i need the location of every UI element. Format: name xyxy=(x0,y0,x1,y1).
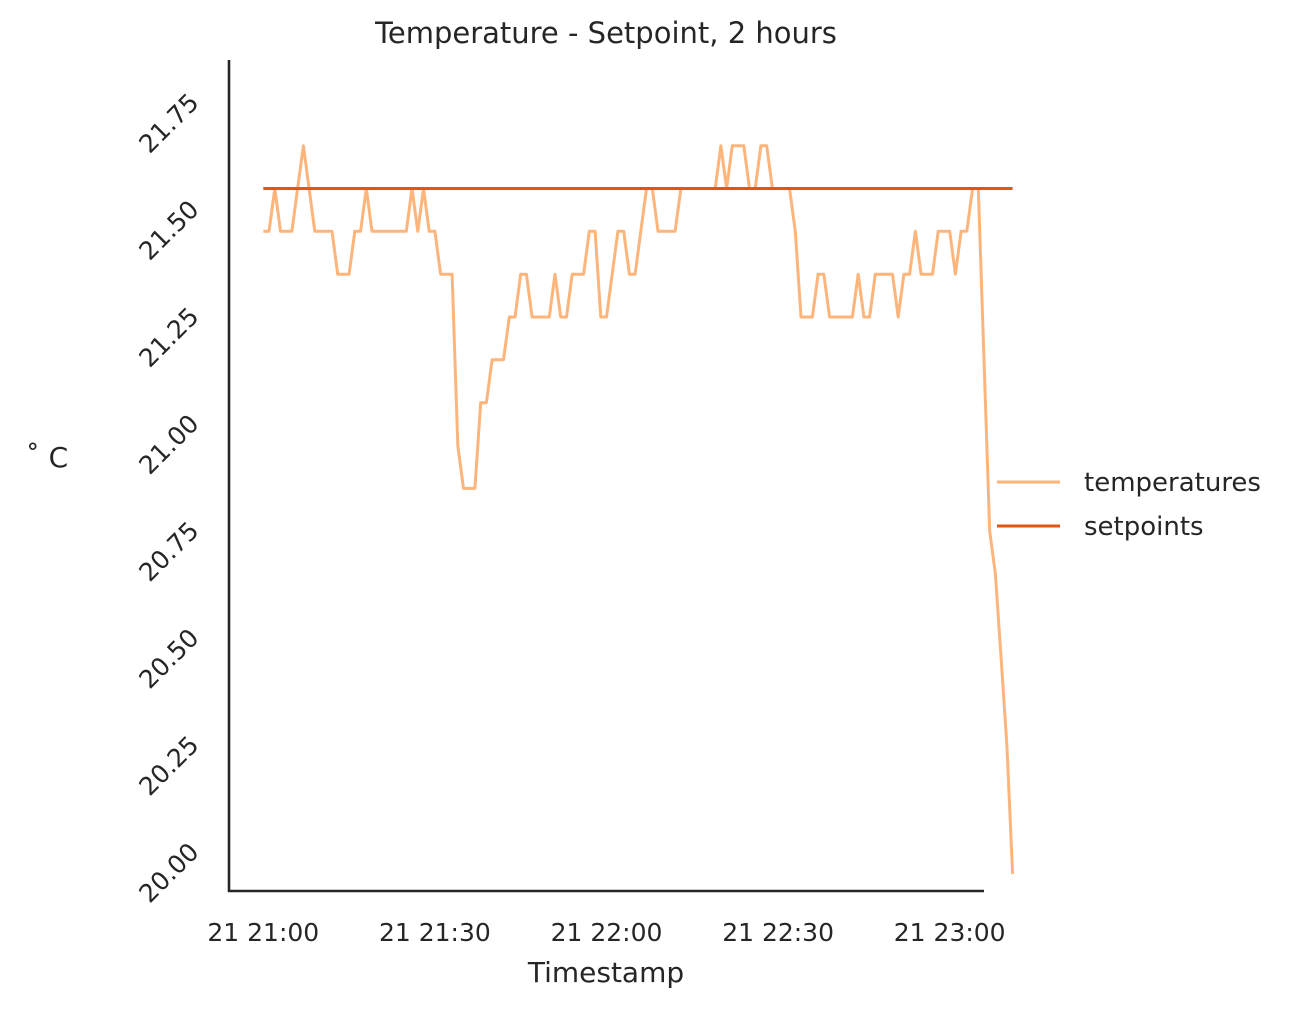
x-tick-label: 21 23:00 xyxy=(894,918,1006,947)
x-tick-label: 21 21:00 xyxy=(207,918,319,947)
y-tick-label: 21.00 xyxy=(133,409,204,480)
x-tick-label: 21 22:00 xyxy=(551,918,663,947)
x-tick-label: 21 21:30 xyxy=(379,918,491,947)
y-axis-ticks: 20.00 20.25 20.50 20.75 21.00 21.25 21.50 21.75 xyxy=(133,88,204,909)
y-tick-label: 20.75 xyxy=(133,516,204,587)
y-tick-label: 20.50 xyxy=(133,623,204,694)
x-tick-label: 21 22:30 xyxy=(722,918,834,947)
y-tick-label: 21.25 xyxy=(133,302,204,373)
y-tick-label: 20.25 xyxy=(133,730,204,801)
x-axis-ticks: 21 21:00 21 21:30 21 22:00 21 22:30 21 23:00 xyxy=(207,918,1005,947)
plot-area xyxy=(227,60,1015,893)
x-axis-label: Timestamp xyxy=(527,956,684,989)
legend-label: setpoints xyxy=(1084,512,1204,542)
y-tick-label: 21.75 xyxy=(133,88,204,159)
chart-title: Temperature - Setpoint, 2 hours xyxy=(374,16,837,50)
series-layer xyxy=(263,144,1015,874)
legend-item-setpoints: setpoints xyxy=(997,512,1204,542)
legend-label: temperatures xyxy=(1084,468,1261,498)
legend-item-temperatures: temperatures xyxy=(997,468,1261,498)
legend: temperatures setpoints xyxy=(997,468,1261,542)
y-axis-label: ˚ C xyxy=(26,441,68,474)
series-line-temperatures xyxy=(263,144,1015,874)
y-tick-label: 21.50 xyxy=(133,195,204,266)
y-tick-label: 20.00 xyxy=(133,837,204,908)
